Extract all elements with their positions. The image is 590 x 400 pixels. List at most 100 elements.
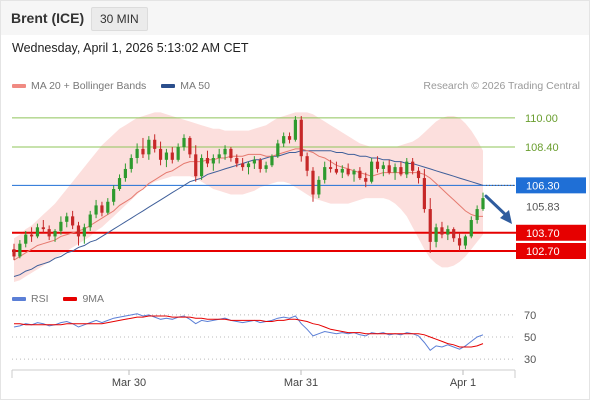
candle-body xyxy=(364,178,368,182)
candle-body xyxy=(246,163,251,168)
candle-body xyxy=(299,119,303,157)
candle-body xyxy=(346,168,350,175)
candle-body xyxy=(475,209,479,220)
candles xyxy=(12,116,485,261)
level-lines: 110.00 108.40 xyxy=(12,113,586,252)
candle-body xyxy=(305,156,309,171)
candle-body xyxy=(53,230,57,237)
candle-body xyxy=(135,148,139,158)
x-axis: Mar 30 Mar 31 Apr 1 xyxy=(11,369,516,389)
candle-body xyxy=(117,178,122,189)
candle-body xyxy=(387,165,391,173)
rsi-panel: 70 50 30 xyxy=(12,310,536,366)
candle-body xyxy=(112,189,116,202)
candle-body xyxy=(82,227,86,237)
candle-body xyxy=(440,227,444,235)
last-price-label: 105.83 xyxy=(526,202,560,214)
candle-body xyxy=(176,147,180,160)
candle-body xyxy=(188,137,192,155)
candle-body xyxy=(141,148,145,155)
support-level-label: 102.70 xyxy=(526,246,560,258)
candle-body xyxy=(381,165,385,169)
candle-body xyxy=(293,119,297,140)
candle-body xyxy=(370,161,374,182)
candle-body xyxy=(205,158,210,164)
rsi-swatch xyxy=(12,297,26,302)
candle-body xyxy=(405,161,409,175)
candle-body xyxy=(129,158,133,169)
candle-body xyxy=(411,161,415,171)
interval-button[interactable]: 30 MIN xyxy=(91,7,148,31)
rsi-tick-label: 70 xyxy=(524,310,536,322)
candle-body xyxy=(358,170,362,179)
forecast-arrow-shaft xyxy=(484,194,510,219)
candle-body xyxy=(276,143,280,157)
candle-body xyxy=(158,148,163,160)
candle-body xyxy=(59,221,63,231)
candle-body xyxy=(463,236,468,246)
ma50-legend-label: MA 50 xyxy=(180,80,210,92)
candle-body xyxy=(71,216,75,226)
support-tag xyxy=(516,243,586,259)
candle-body xyxy=(65,216,69,222)
candle-body xyxy=(434,227,438,242)
candle-body xyxy=(241,163,245,168)
ma9-swatch xyxy=(63,297,78,302)
candle-body xyxy=(457,238,462,246)
candle-body xyxy=(258,159,262,169)
support-tag xyxy=(516,224,586,241)
candle-body xyxy=(194,154,198,177)
candle-body xyxy=(47,229,51,237)
candle-body xyxy=(170,152,174,160)
rsi-line xyxy=(13,313,484,352)
candle-body xyxy=(211,158,215,164)
candle-body xyxy=(252,159,256,164)
candle-body xyxy=(24,234,28,244)
candle-body xyxy=(340,168,344,173)
rsi-tick-label: 50 xyxy=(524,332,536,344)
x-tick-label: Mar 31 xyxy=(284,377,318,389)
candle-body xyxy=(481,198,485,210)
rsi-legend-label: RSI xyxy=(31,293,49,305)
candle-body xyxy=(287,136,292,140)
candle-body xyxy=(88,214,92,228)
candle-body xyxy=(452,229,456,239)
rsi-tick-label: 30 xyxy=(524,354,536,366)
forecast-overlay: 105.83 106.30 103.70 102.70 xyxy=(484,177,586,259)
candle-body xyxy=(328,167,333,169)
bollinger-layer xyxy=(14,112,483,283)
support-level-label: 103.70 xyxy=(526,228,560,240)
copyright-note: Research © 2026 Trading Central xyxy=(423,80,580,92)
candle-body xyxy=(311,170,315,195)
candle-body xyxy=(106,201,110,213)
pivot-tag xyxy=(516,177,586,194)
candle-body xyxy=(375,161,380,169)
candle-body xyxy=(334,168,339,173)
ma50-line xyxy=(13,150,484,277)
x-tick-label: Apr 1 xyxy=(450,377,476,389)
ma9-legend-label: 9MA xyxy=(82,293,105,305)
x-tick-label: Mar 30 xyxy=(112,377,146,389)
candle-body xyxy=(323,167,327,180)
candle-body xyxy=(422,178,426,210)
forecast-arrow-head xyxy=(500,210,512,224)
candle-body xyxy=(217,154,221,158)
candle-body xyxy=(94,205,98,215)
candle-body xyxy=(399,167,403,175)
candle-body xyxy=(147,139,151,155)
candle-body xyxy=(100,205,104,213)
candle-body xyxy=(200,158,204,177)
price-legend: MA 20 + Bollinger Bands MA 50 xyxy=(12,80,210,92)
candle-body xyxy=(469,220,473,237)
ma20-swatch xyxy=(12,84,26,89)
candle-body xyxy=(264,165,268,169)
candle-body xyxy=(229,148,233,158)
rsi-legend: RSI 9MA xyxy=(12,293,104,305)
bollinger-band xyxy=(14,112,483,283)
timestamp: Wednesday, April 1, 2026 5:13:02 AM CET xyxy=(12,41,249,55)
candle-body xyxy=(41,227,45,230)
candle-body xyxy=(270,156,274,166)
candle-body xyxy=(282,136,286,144)
candle-body xyxy=(29,234,34,237)
